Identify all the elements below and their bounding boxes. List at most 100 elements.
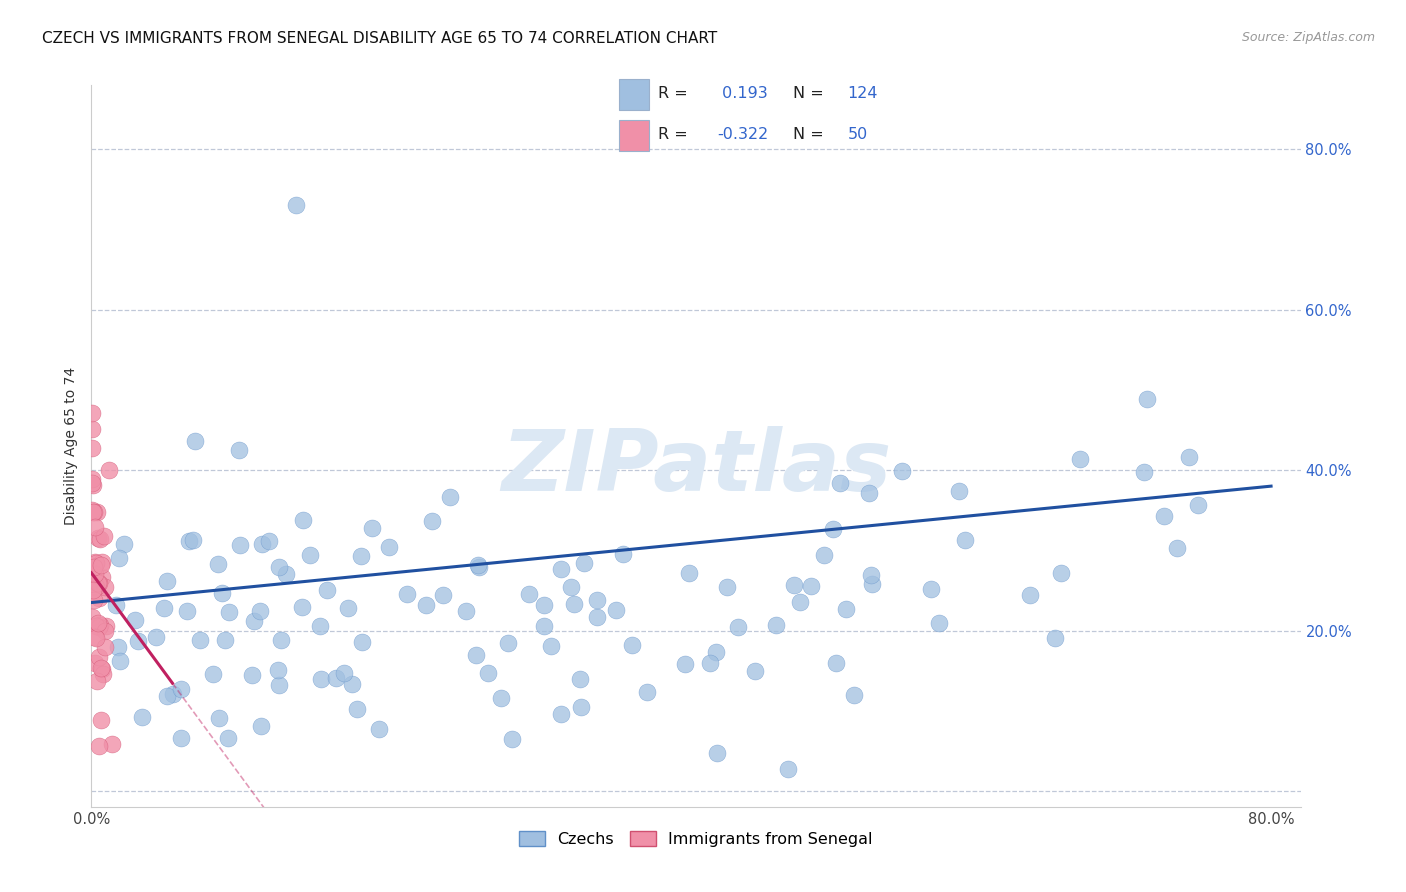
Point [94,640,117,655]
Point [828,476,851,491]
Point [699,656,721,670]
Text: -0.322: -0.322 [717,127,769,142]
Point [789,595,811,609]
Point [124,613,146,627]
Point [517,586,540,600]
Point [90,558,112,573]
Point [87,591,110,605]
Point [501,731,523,746]
Point [467,558,489,572]
Point [783,578,806,592]
Text: 124: 124 [848,86,877,101]
Point [83,593,105,607]
Point [82,476,104,491]
Point [824,657,846,671]
Point [562,598,585,612]
Bar [619,120,650,152]
Text: CZECH VS IMMIGRANTS FROM SENEGAL DISABILITY AGE 65 TO 74 CORRELATION CHART: CZECH VS IMMIGRANTS FROM SENEGAL DISABIL… [42,31,717,46]
Point [860,577,883,591]
Point [572,557,595,571]
Point [93,581,115,595]
Point [360,521,382,535]
Point [325,672,347,686]
Point [82,609,104,624]
Point [612,547,634,561]
Point [82,579,104,593]
Point [800,579,823,593]
Point [155,574,177,588]
Point [84,619,107,633]
Point [1132,465,1154,479]
Point [127,634,149,648]
Point [83,555,105,569]
Point [208,711,231,725]
Point [93,529,115,543]
Point [86,505,108,519]
Point [439,490,461,504]
Point [86,580,108,594]
Text: Source: ZipAtlas.com: Source: ZipAtlas.com [1241,31,1375,45]
Point [636,685,658,699]
Point [249,604,271,618]
Point [91,555,114,569]
Point [550,707,572,722]
Point [352,634,374,648]
Point [605,603,627,617]
Point [86,674,108,689]
Point [308,619,330,633]
Point [953,533,976,547]
Point [82,582,104,597]
Point [112,537,135,551]
Point [83,559,105,574]
Point [292,513,315,527]
Point [84,656,107,670]
Point [267,678,290,692]
Point [550,562,572,576]
Point [311,672,333,686]
Point [560,580,582,594]
Point [94,624,117,638]
Point [170,731,193,746]
Point [242,614,264,628]
Point [96,619,118,633]
Point [82,406,104,420]
Point [1178,450,1201,464]
Point [395,587,418,601]
Text: 0.193: 0.193 [717,86,768,101]
Point [540,640,562,654]
Point [250,719,273,733]
Point [87,619,110,633]
Point [586,610,609,624]
Point [465,648,488,663]
Point [177,533,200,548]
Point [91,570,114,584]
Point [90,661,112,675]
Point [80,472,103,486]
Point [108,655,131,669]
Point [108,551,131,566]
Point [87,739,110,753]
Point [217,731,239,745]
Point [415,599,437,613]
Point [267,664,290,678]
Point [727,619,749,633]
Point [928,615,950,630]
Point [920,582,942,597]
Point [1187,498,1209,512]
Point [269,560,291,574]
Point [84,630,107,644]
Point [257,533,280,548]
Text: ZIPatlas: ZIPatlas [501,426,891,509]
Point [184,434,207,449]
Point [678,566,700,581]
Point [1153,508,1175,523]
Point [673,657,696,671]
Y-axis label: Disability Age 65 to 74: Disability Age 65 to 74 [65,367,79,525]
Point [776,762,799,776]
Point [1050,566,1073,580]
Point [84,520,107,534]
Point [87,616,110,631]
Point [80,441,103,455]
Point [716,580,738,594]
Point [84,631,107,645]
